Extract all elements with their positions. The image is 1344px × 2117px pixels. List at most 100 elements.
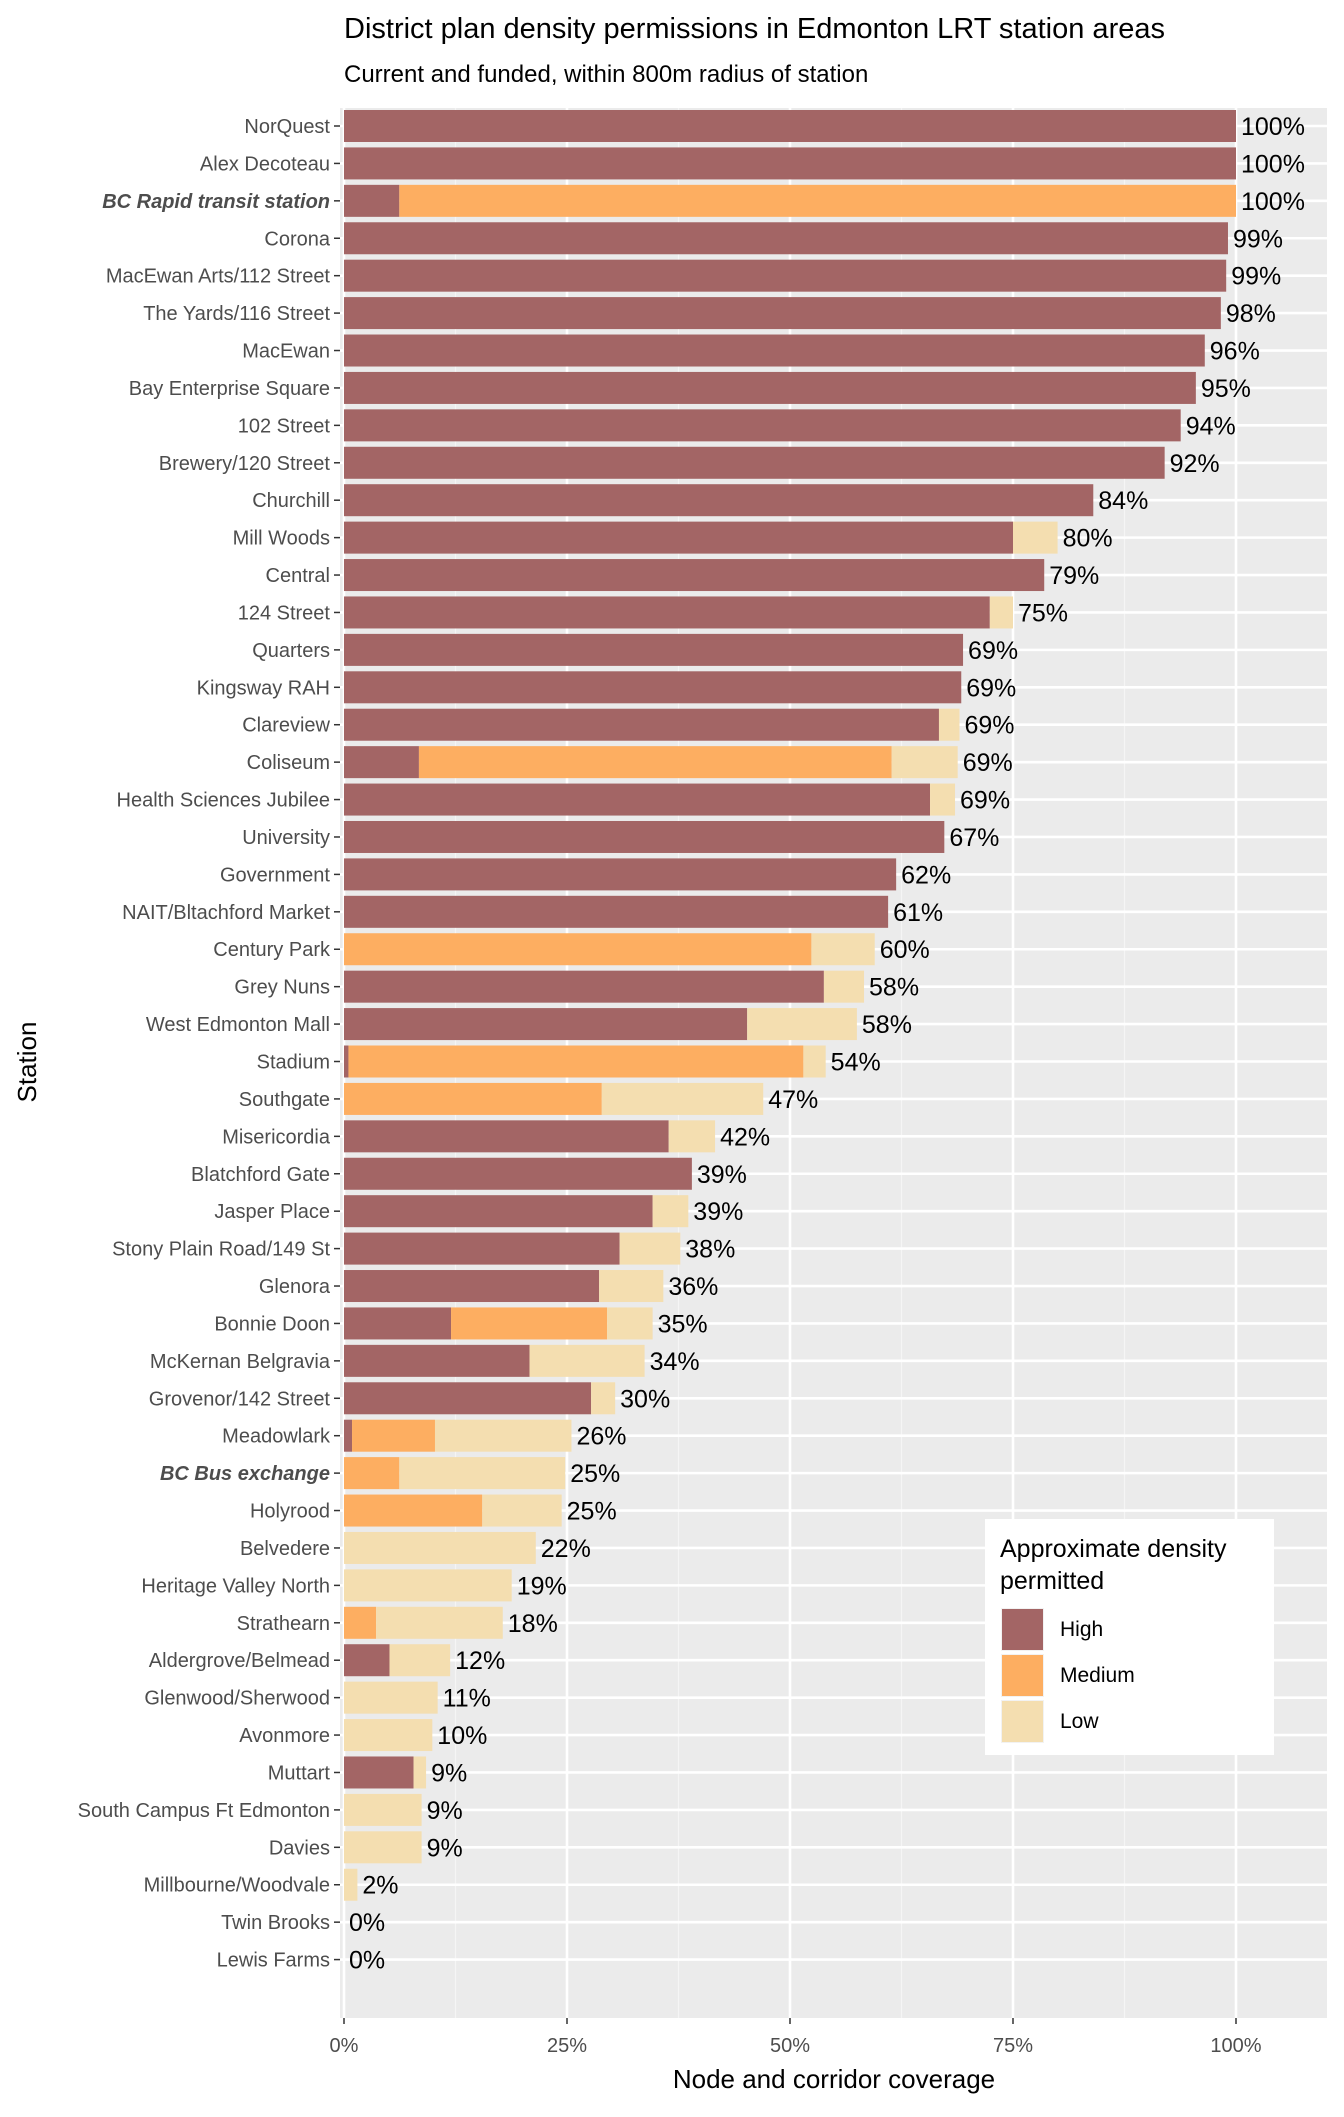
bar-segment-low [891,746,958,779]
bar-value-label: 69% [960,787,1010,815]
station-label: McKernan Belgravia [150,1351,331,1373]
bar-value-label: 58% [869,974,919,1002]
bar-value-label: 94% [1186,412,1236,440]
bar-segment-high [344,596,990,629]
bar-segment-high [344,746,419,779]
bar-value-label: 60% [880,936,930,964]
bar-value-label: 58% [862,1011,912,1039]
x-tick-label: 0% [330,2035,359,2057]
station-label: Davies [269,1837,330,1859]
bar-value-label: 69% [968,637,1018,665]
station-label: Glenwood/Sherwood [144,1688,330,1710]
bar-segment-high [344,1120,669,1153]
bar-segment-low [601,1082,764,1115]
station-label: Stony Plain Road/149 St [112,1239,330,1261]
station-label: Clareview [242,715,330,737]
legend-label: Low [1060,1710,1099,1733]
bar-value-label: 25% [567,1498,617,1526]
bar-segment-low [344,1681,438,1714]
bar-segment-low [811,933,875,966]
bar-segment-high [344,783,931,816]
station-label: Alex Decoteau [200,153,330,175]
bar-segment-medium [418,746,892,779]
bar-segment-high [344,446,1165,479]
station-label: Blatchford Gate [191,1164,330,1186]
bar-value-label: 39% [697,1161,747,1189]
bar-value-label: 42% [720,1123,770,1151]
bar-segment-high [344,409,1181,442]
station-label: Jasper Place [214,1201,330,1223]
bar-segment-low [823,970,865,1003]
bar-value-label: 54% [831,1049,881,1077]
bar-segment-low [803,1045,826,1078]
legend-keys: High Medium Low [1001,1608,1135,1743]
station-label: Coliseum [247,752,330,774]
bar-value-label: 26% [576,1423,626,1451]
bar-segment-low [344,1868,358,1901]
legend-title: Approximate density permitted [1000,1535,1233,1595]
station-label: Grey Nuns [234,977,330,999]
station-label: Misericordia [222,1126,331,1148]
bar-segment-medium [451,1307,608,1340]
bar-segment-high [344,820,945,853]
y-axis-title: Station [12,1022,42,1103]
bar-segment-high [344,184,400,217]
x-tick-label: 25% [547,2035,587,2057]
bar-segment-high [344,1307,452,1340]
station-label: Aldergrove/Belmead [149,1650,330,1672]
station-label: BC Rapid transit station [102,191,330,213]
station-label: Corona [264,228,330,250]
bar-segment-high [344,858,897,891]
bar-segment-high [344,1270,600,1303]
bar-value-label: 99% [1231,263,1281,291]
legend: Approximate density permitted High Medium… [985,1519,1274,1755]
bar-segment-high [344,334,1205,367]
bar-segment-low [344,1793,422,1826]
bar-value-label: 35% [658,1310,708,1338]
station-label: Meadowlark [222,1426,331,1448]
bar-segment-low [619,1232,681,1265]
bar-segment-medium [344,1494,483,1527]
bar-segment-medium [344,1457,400,1490]
bar-segment-low [747,1008,857,1041]
chart-title: District plan density permissions in Edm… [344,13,1165,45]
station-label: Central [266,565,330,587]
bar-segment-high [344,1195,653,1228]
station-label: MacEwan Arts/112 Street [106,266,331,288]
station-label: Brewery/120 Street [159,453,331,475]
bar-segment-low [930,783,956,816]
station-label: Avonmore [239,1725,330,1747]
bar-segment-low [599,1270,664,1303]
station-label: 124 Street [238,602,331,624]
bar-segment-high [344,708,939,741]
bar-value-label: 18% [508,1610,558,1638]
station-label: Southgate [239,1089,330,1111]
bar-value-label: 69% [966,674,1016,702]
y-tick-labels: NorQuest Alex Decoteau BC Rapid transit st… [78,116,340,1972]
bar-value-label: 98% [1226,300,1276,328]
bar-value-label: 84% [1098,487,1148,515]
station-label: Lewis Farms [217,1950,330,1972]
bar-segment-low [413,1756,427,1789]
bar-value-label: 75% [1018,599,1068,627]
bar-value-label: 9% [427,1797,463,1825]
station-label: Muttart [268,1762,331,1784]
legend-label: Medium [1060,1664,1135,1687]
bar-value-label: 10% [437,1722,487,1750]
bar-segment-medium [352,1419,435,1452]
bar-segment-low [652,1195,689,1228]
x-tick-label: 75% [993,2035,1033,2057]
station-label: Quarters [252,640,330,662]
bar-value-label: 22% [541,1535,591,1563]
legend-swatch-high [1002,1609,1043,1650]
station-label: Belvedere [240,1538,330,1560]
bar-segment-low [344,1569,512,1602]
bar-segment-medium [344,933,812,966]
station-label: Heritage Valley North [141,1575,330,1597]
bar-value-label: 39% [693,1198,743,1226]
bar-value-label: 95% [1201,375,1251,403]
bar-segment-low [607,1307,653,1340]
bar-value-label: 69% [964,712,1014,740]
bar-segment-high [344,671,962,704]
bar-segment-high [344,371,1196,404]
